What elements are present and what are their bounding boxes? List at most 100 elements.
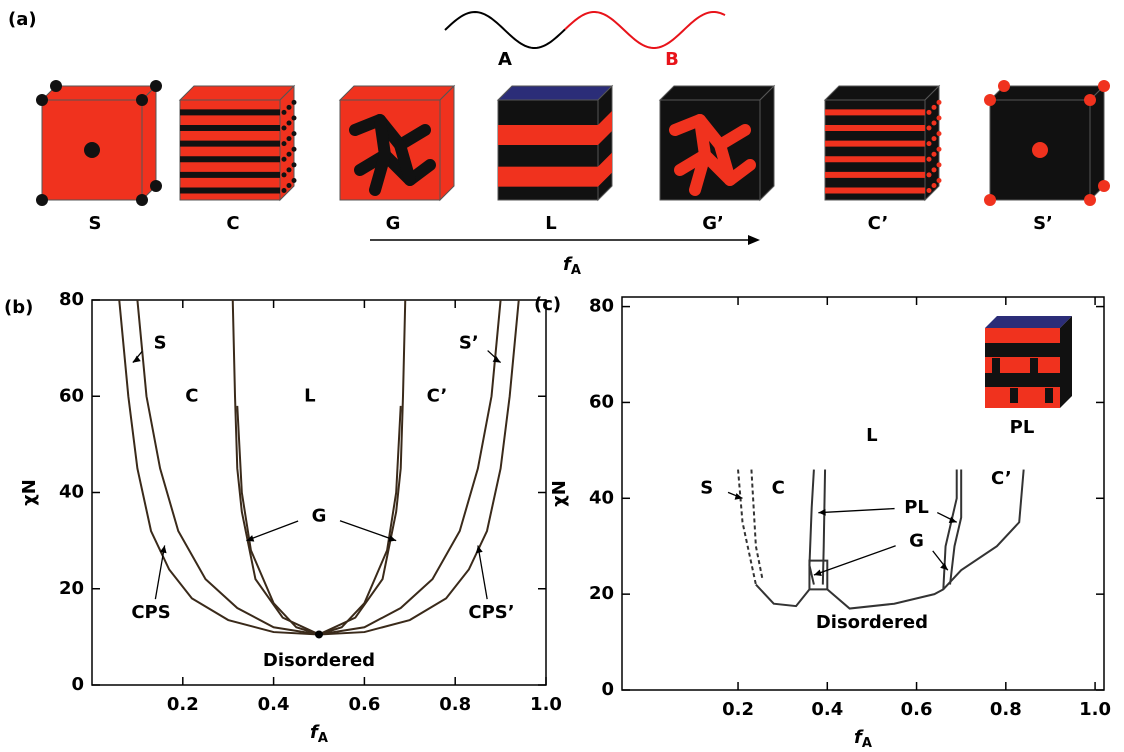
domain: [136, 194, 148, 206]
y-tick-label: 0: [71, 674, 84, 695]
cube-front: [824, 99, 926, 201]
x-tick-label: 0.8: [439, 694, 471, 715]
domain: [281, 141, 287, 147]
domain: [50, 80, 62, 92]
domain: [1098, 180, 1110, 192]
pointer-head: [948, 516, 957, 524]
arrow-head: [748, 235, 760, 245]
domain: [150, 180, 162, 192]
pointer-head: [818, 508, 826, 516]
symbol: f: [563, 254, 573, 275]
region-label: C: [772, 478, 785, 499]
domain: [281, 172, 287, 178]
region-label: C: [185, 385, 198, 406]
pointer-head: [492, 355, 501, 363]
pointer-head: [734, 493, 743, 500]
region-label: G: [909, 530, 924, 551]
domain: [669, 114, 751, 151]
y-axis-label: χN: [19, 479, 40, 506]
domain: [180, 109, 280, 116]
domain: [985, 373, 1060, 387]
subscript: A: [571, 263, 581, 278]
y-tick-label: 60: [589, 391, 614, 412]
domain: [354, 149, 436, 186]
x-axis-label: fA: [854, 727, 872, 748]
domain: [291, 162, 297, 168]
cube: [178, 84, 297, 202]
domain: [84, 142, 100, 158]
x-tick-label: 0.6: [348, 694, 380, 715]
domain: [926, 172, 932, 178]
x-tick-label: 0.8: [990, 699, 1022, 720]
domain: [931, 104, 937, 110]
boundary-curve: [737, 469, 757, 585]
domain: [180, 125, 280, 131]
domain: [825, 156, 925, 163]
domain: [180, 140, 280, 147]
phase-label: S’: [1033, 213, 1053, 234]
domain: [1032, 142, 1048, 158]
y-tick-label: 80: [589, 296, 614, 317]
domain: [998, 80, 1010, 92]
domain: [931, 167, 937, 173]
domain: [1010, 388, 1018, 403]
domain: [825, 109, 925, 116]
domain: [825, 187, 925, 194]
domain: [825, 140, 925, 147]
phase-label: S: [89, 213, 102, 234]
domain: [281, 109, 287, 115]
domain: [926, 156, 932, 162]
x-tick-label: 0.2: [722, 699, 754, 720]
pointer-head: [159, 545, 167, 554]
domain: [926, 188, 932, 193]
panel-label: (c): [534, 294, 561, 315]
cube: [984, 80, 1110, 206]
domain: [291, 99, 297, 105]
boundary-curve: [750, 469, 764, 580]
cube: [36, 80, 162, 206]
boundary-curve: [942, 469, 958, 590]
cube: [658, 84, 776, 202]
phase-label: G: [386, 213, 401, 234]
region-label: S: [700, 478, 713, 499]
domain: [1084, 94, 1096, 106]
domain: [291, 131, 297, 137]
domain: [286, 183, 292, 188]
domain: [931, 136, 937, 142]
cube: [338, 84, 456, 202]
domain: [180, 156, 280, 163]
domain: [936, 162, 942, 168]
boundary-curve: [808, 559, 829, 590]
region-label: G: [312, 506, 327, 527]
domain: [689, 114, 711, 196]
cube-front: [179, 99, 281, 201]
axis-label: fA: [563, 254, 581, 278]
x-tick-label: 0.2: [167, 694, 199, 715]
y-tick-label: 40: [589, 487, 614, 508]
pointer-head: [388, 535, 397, 542]
region-label: L: [866, 425, 877, 446]
domain: [286, 120, 292, 126]
cube-top: [178, 85, 296, 101]
domain: [498, 125, 598, 145]
domain: [984, 94, 996, 106]
domain: [36, 94, 48, 106]
boundary-curve: [949, 469, 963, 585]
domain: [714, 139, 736, 186]
region-label: L: [304, 385, 315, 406]
cube-top: [823, 85, 941, 101]
domain: [180, 171, 280, 178]
domain: [992, 358, 1000, 373]
pointer: [246, 520, 299, 542]
subscript: A: [318, 731, 328, 746]
region-label: C’: [991, 468, 1012, 489]
domain: [931, 151, 937, 157]
symbol: f: [310, 722, 320, 743]
region-label: CPS: [131, 602, 170, 623]
region-label: S’: [459, 332, 479, 353]
domain: [281, 188, 287, 193]
x-tick-label: 0.4: [258, 694, 290, 715]
domain: [36, 194, 48, 206]
domain: [349, 114, 431, 151]
domain: [136, 94, 148, 106]
